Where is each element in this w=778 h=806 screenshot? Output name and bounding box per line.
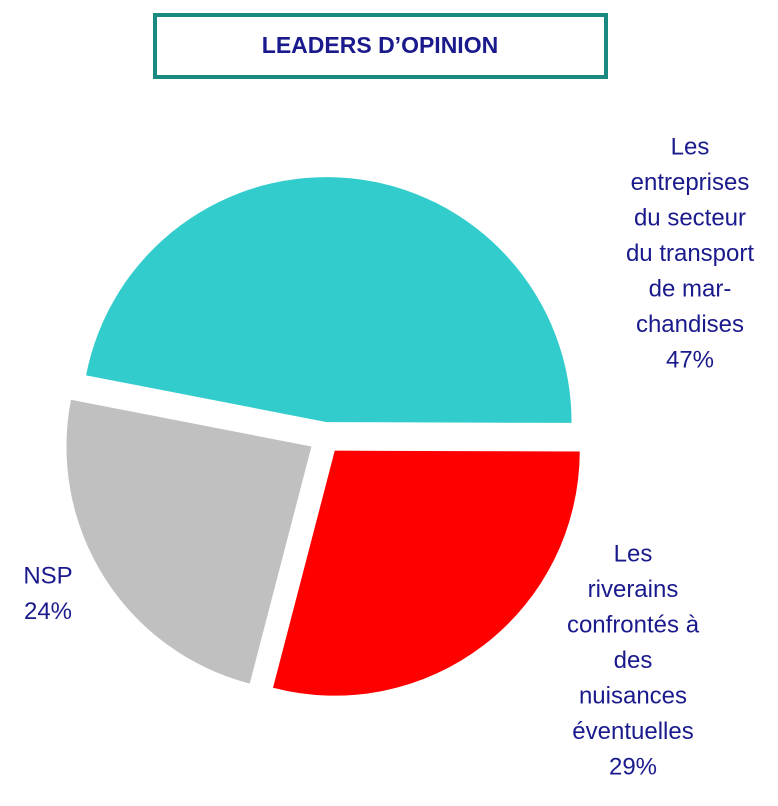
value-label: 47% (666, 346, 714, 373)
slice-label: entreprises (631, 169, 750, 196)
pie-slice (66, 399, 312, 684)
slice-label: Les (671, 133, 710, 160)
slice-label: éventuelles (572, 718, 693, 745)
value-label: 29% (609, 753, 657, 780)
pie-slice (273, 450, 580, 696)
title-box (153, 13, 608, 79)
pie-slice (86, 177, 572, 423)
slice-label: Les (614, 540, 653, 567)
slice-label: du secteur (634, 204, 746, 231)
value-label: 24% (24, 598, 72, 625)
slice-label: nuisances (579, 682, 687, 709)
slice-label: des (614, 647, 653, 674)
slice-label: de mar- (649, 275, 732, 302)
slice-label: NSP (23, 562, 72, 589)
slice-label: riverains (588, 576, 679, 603)
slice-label: du transport (626, 240, 754, 267)
chart-title: LEADERS D’OPINION (262, 32, 498, 58)
slice-label: chandises (636, 311, 744, 338)
slice-label: confrontés à (567, 611, 700, 638)
